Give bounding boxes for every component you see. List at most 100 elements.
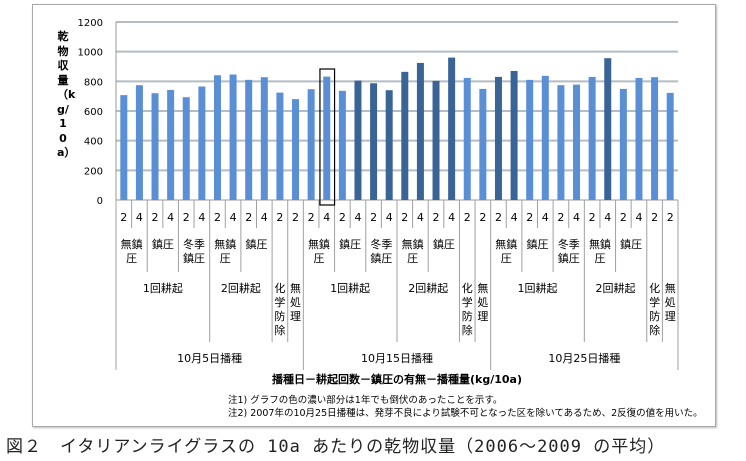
seeding-rate-label: 2 — [120, 211, 128, 224]
seeding-rate-label: 2 — [588, 211, 596, 224]
seeding-rate-label: 4 — [229, 211, 237, 224]
tillage-label: 無処理 — [664, 282, 676, 323]
bar — [494, 76, 502, 200]
seeding-rate-label: 2 — [151, 211, 159, 224]
bar — [619, 88, 627, 200]
tillage-label: 2回耕起 — [595, 282, 636, 295]
figure-caption: 図２ イタリアンライグラスの 10a あたりの乾物収量（2006～2009 の平… — [6, 437, 666, 457]
tillage-label: 1回耕起 — [142, 282, 183, 295]
bar — [276, 92, 284, 200]
y-tick-label: 600 — [84, 107, 103, 118]
compaction-label: 無鎮 圧 — [401, 238, 424, 265]
bar — [541, 75, 549, 200]
bar — [635, 77, 643, 200]
bar — [510, 70, 518, 200]
bar — [323, 76, 331, 200]
bar — [573, 84, 581, 200]
seeding-rate-label: 2 — [276, 211, 284, 224]
seeding-rate-label: 2 — [401, 211, 409, 224]
compaction-label: 鎮圧 — [620, 238, 643, 251]
y-tick-label: 1200 — [78, 18, 103, 29]
bar — [338, 90, 346, 200]
seeding-rate-label: 2 — [651, 211, 659, 224]
bar — [370, 83, 378, 200]
compaction-label: 鎮圧 — [526, 238, 549, 251]
tillage-label: 1回耕起 — [517, 282, 558, 295]
bar — [557, 85, 565, 200]
tillage-label: 無処理 — [290, 282, 302, 323]
compaction-label: 鎮圧 — [245, 238, 268, 251]
bar — [307, 89, 315, 200]
bar — [198, 86, 206, 200]
bar — [229, 74, 237, 200]
seeding-rate-label: 2 — [338, 211, 346, 224]
seeding-rate-label: 4 — [198, 211, 206, 224]
seeding-rate-label: 2 — [526, 211, 534, 224]
seeding-rate-label: 2 — [370, 211, 378, 224]
y-axis-label: 乾物収量（kg/10a） — [57, 30, 76, 159]
bar — [292, 99, 300, 200]
bar — [651, 77, 659, 200]
seeding-rate-label: 4 — [385, 211, 393, 224]
seeding-rate-label: 2 — [432, 211, 440, 224]
bar — [213, 75, 221, 200]
y-tick-label: 400 — [84, 137, 103, 148]
bar — [151, 93, 159, 200]
compaction-label: 無鎮 圧 — [214, 238, 237, 265]
seeding-rate-label: 2 — [494, 211, 502, 224]
tillage-label: 2回耕起 — [408, 282, 449, 295]
chart-frame — [32, 4, 716, 427]
seeding-rate-label: 4 — [135, 211, 143, 224]
note-1: 注1) グラフの色の濃い部分は1年でも倒伏のあったことを示す。 — [228, 395, 503, 406]
bar — [588, 76, 596, 200]
compaction-label: 鎮圧 — [339, 238, 362, 251]
bar — [432, 80, 440, 200]
bar — [401, 71, 409, 200]
y-tick-label: 800 — [84, 77, 103, 88]
seeding-rate-label: 2 — [666, 211, 674, 224]
seeding-rate-label: 2 — [479, 211, 487, 224]
seeding-rate-label: 4 — [260, 211, 268, 224]
compaction-label: 無鎮 圧 — [588, 238, 611, 265]
seeding-rate-label: 4 — [323, 211, 331, 224]
compaction-label: 鎮圧 — [151, 238, 174, 251]
seeding-rate-label: 4 — [354, 211, 362, 224]
compaction-label: 無鎮 圧 — [495, 238, 518, 265]
seeding-rate-label: 2 — [557, 211, 565, 224]
seeding-rate-label: 4 — [448, 211, 456, 224]
bar — [182, 97, 190, 200]
tillage-label: 無処理 — [477, 282, 489, 323]
seeding-rate-label: 4 — [573, 211, 581, 224]
tillage-label: 1回耕起 — [330, 282, 371, 295]
bar — [385, 90, 393, 200]
bar — [354, 80, 362, 200]
bar — [526, 79, 534, 200]
y-tick-label: 1000 — [78, 48, 103, 59]
seeding-rate-label: 4 — [416, 211, 424, 224]
x-axis-title: 播種日－耕起回数－鎮圧の有無－播種量(kg/10a) — [272, 373, 522, 386]
compaction-label: 無鎮 圧 — [307, 238, 330, 265]
y-tick-label: 200 — [84, 166, 103, 177]
bar — [135, 85, 143, 200]
tillage-label: 2回耕起 — [220, 282, 261, 295]
highlight-box — [319, 68, 336, 206]
bar — [448, 57, 456, 200]
bar — [416, 62, 424, 200]
compaction-label: 無鎮 圧 — [120, 238, 143, 265]
compaction-label: 冬季 鎮圧 — [370, 238, 393, 265]
compaction-label: 鎮圧 — [432, 238, 455, 251]
note-2: 注2) 2007年の10月25日播種は、発芽不良により試験不可となった区を除いて… — [228, 408, 703, 419]
sowing-date-label: 10月25日播種 — [548, 352, 621, 365]
compaction-label: 冬季 鎮圧 — [557, 238, 580, 265]
seeding-rate-label: 2 — [292, 211, 300, 224]
seeding-rate-label: 4 — [510, 211, 518, 224]
seeding-rate-label: 4 — [541, 211, 549, 224]
bar — [479, 88, 487, 200]
seeding-rate-label: 2 — [182, 211, 190, 224]
bar — [167, 89, 175, 200]
seeding-rate-label: 4 — [635, 211, 643, 224]
tillage-label: 化学防除 — [274, 282, 286, 337]
seeding-rate-label: 4 — [604, 211, 612, 224]
